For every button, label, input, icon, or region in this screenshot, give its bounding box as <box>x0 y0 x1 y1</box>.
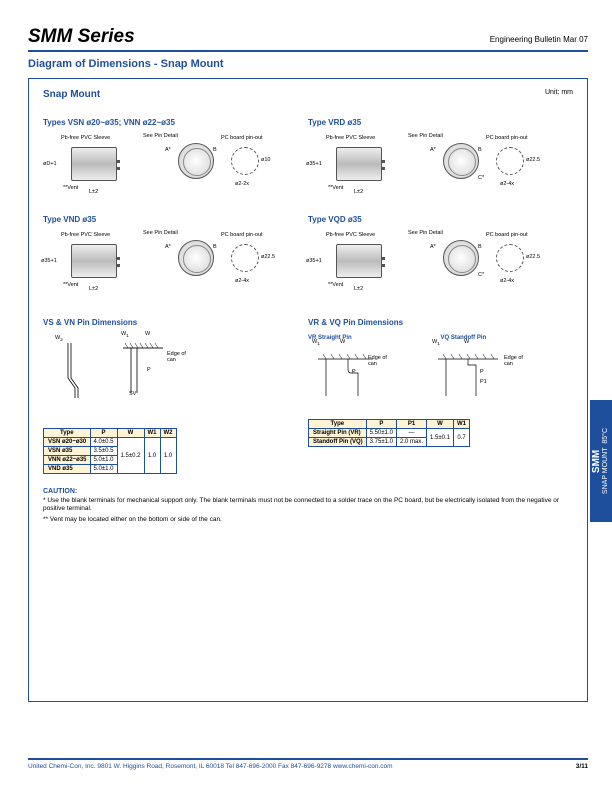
edge-label2: Edge of can <box>368 355 394 367</box>
p225-label3: ø22.5 <box>526 254 540 260</box>
diagram-vsn: Pb-free PVC Sleeve See Pin Detail PC boa… <box>43 133 308 203</box>
p225-label2: ø22.5 <box>261 254 275 260</box>
pin-detail-label: See Pin Detail <box>143 133 178 139</box>
vent-label: **Vent <box>63 185 78 191</box>
pin-dim-vrvq: W1 W P Edge of can W1 <box>308 341 573 419</box>
snap-title: Snap Mount <box>43 89 573 100</box>
diagram-vrd: Pb-free PVC Sleeve See Pin Detail PC boa… <box>308 133 573 203</box>
pin-detail-label2: See Pin Detail <box>408 133 443 139</box>
p-label2: P <box>352 369 356 375</box>
pin-detail-label3: See Pin Detail <box>143 230 178 236</box>
diagram-vnd: Pb-free PVC Sleeve See Pin Detail PC boa… <box>43 230 308 300</box>
pvc-label3: Pb-free PVC Sleeve <box>61 232 110 238</box>
pin-dim-vsvn: W2 W1 W Edge of can P SV <box>43 333 308 428</box>
pcb-label: PC board pin-out <box>221 135 263 141</box>
sv-label: SV <box>129 391 136 397</box>
w-label2: W <box>340 339 345 345</box>
w1-label2: W1 <box>312 339 320 346</box>
caution-block: CAUTION: * Use the blank terminals for m… <box>43 488 573 524</box>
vent-label2: **Vent <box>328 185 343 191</box>
p22x-label: ø2-2x <box>235 181 249 187</box>
subtitle: Diagram of Dimensions - Snap Mount <box>28 58 588 70</box>
pcb-label2: PC board pin-out <box>486 135 528 141</box>
edge-label: Edge of can <box>167 351 193 363</box>
pvc-label4: Pb-free PVC Sleeve <box>326 232 375 238</box>
footer-company: United Chemi-Con, Inc. 9801 W. Higgins R… <box>28 763 393 770</box>
pcb-label4: PC board pin-out <box>486 232 528 238</box>
caution-title: CAUTION: <box>43 488 573 495</box>
type-vsn: Types VSN ø20~ø35; VNN ø22~ø35 <box>43 118 308 127</box>
len-label: L±2 <box>89 189 98 195</box>
vent-label3: **Vent <box>63 282 78 288</box>
p24x-label2: ø2-4x <box>235 278 249 284</box>
w1-label3: W1 <box>432 339 440 346</box>
len-label4: L±2 <box>354 286 363 292</box>
a-label4: A* <box>430 244 436 250</box>
pcb-label3: PC board pin-out <box>221 232 263 238</box>
type-vrd: Type VRD ø35 <box>308 118 573 127</box>
p24x-label: ø2-4x <box>500 181 514 187</box>
bulletin-text: Engineering Bulletin Mar 07 <box>490 35 588 44</box>
dia-label: øD+1 <box>43 161 57 167</box>
vrvq-title: VR & VQ Pin Dimensions <box>308 318 573 327</box>
p24x-label3: ø2-4x <box>500 278 514 284</box>
b-label2: B <box>478 147 482 153</box>
p10-label: ø10 <box>261 157 270 163</box>
type-vnd: Type VND ø35 <box>43 215 308 224</box>
table-vsvn: TypePWW1W2 VSN ø20~ø304.0±0.51.5±0.21.01… <box>43 428 177 474</box>
dia35-label3: ø35+1 <box>306 258 322 264</box>
a-label: A* <box>165 147 171 153</box>
b-label4: B <box>478 244 482 250</box>
b-label3: B <box>213 244 217 250</box>
caution-line1: * Use the blank terminals for mechanical… <box>43 497 573 514</box>
edge-label3: Edge of can <box>504 355 530 367</box>
dia35-label2: ø35+1 <box>41 258 57 264</box>
a-label3: A* <box>165 244 171 250</box>
len-label2: L±2 <box>354 189 363 195</box>
caution-line2: ** Vent may be located either on the bot… <box>43 516 573 524</box>
w-label: W <box>145 331 150 337</box>
type-vqd: Type VQD ø35 <box>308 215 573 224</box>
b-label: B <box>213 147 217 153</box>
dia35-label: ø35+1 <box>306 161 322 167</box>
p-label3: P <box>480 369 484 375</box>
content-box: Snap Mount Unit: mm Types VSN ø20~ø35; V… <box>28 78 588 702</box>
a-label2: A* <box>430 147 436 153</box>
w-label3: W <box>464 339 469 345</box>
w1-label: W1 <box>121 331 129 338</box>
p1-label: P1 <box>480 379 487 385</box>
vent-label4: **Vent <box>328 282 343 288</box>
c-label2: C* <box>478 272 484 278</box>
p-label: P <box>147 367 151 373</box>
pvc-label: Pb-free PVC Sleeve <box>61 135 110 141</box>
pvc-label2: Pb-free PVC Sleeve <box>326 135 375 141</box>
table-vrvq: TypePP1WW1 Straight Pin (VR)5.50±1.0—1.5… <box>308 419 470 447</box>
p225-label: ø22.5 <box>526 157 540 163</box>
series-title: SMM Series <box>28 26 135 48</box>
len-label3: L±2 <box>89 286 98 292</box>
unit-label: Unit: mm <box>545 89 573 96</box>
vsvn-title: VS & VN Pin Dimensions <box>43 318 308 327</box>
side-tab: SMMSNAP MOUNT 85°C <box>590 400 612 522</box>
w2-label: W2 <box>55 335 63 342</box>
c-label: C* <box>478 175 484 181</box>
diagram-vqd: Pb-free PVC Sleeve See Pin Detail PC boa… <box>308 230 573 300</box>
pin-detail-label4: See Pin Detail <box>408 230 443 236</box>
footer: United Chemi-Con, Inc. 9801 W. Higgins R… <box>28 758 588 770</box>
page-number: 3/11 <box>576 763 588 770</box>
